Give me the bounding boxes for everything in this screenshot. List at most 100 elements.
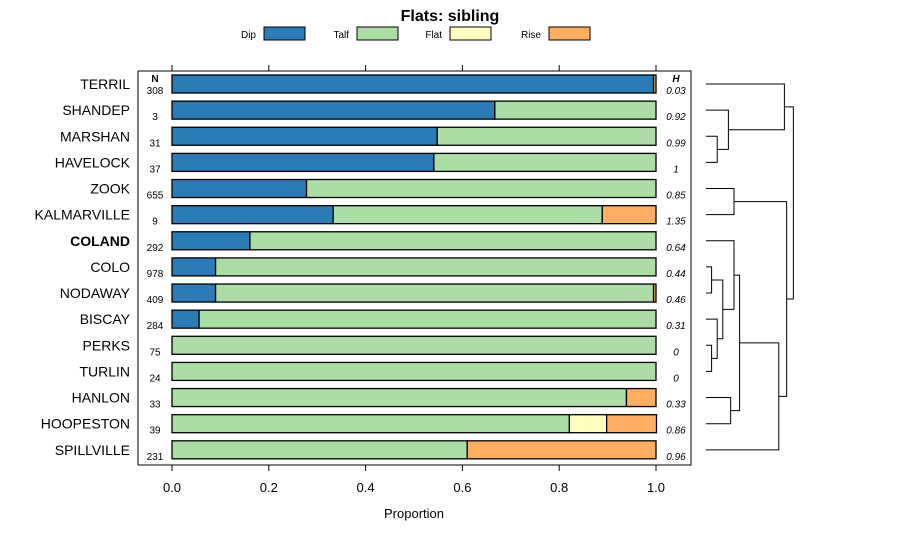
row-n-value: 308 xyxy=(147,86,164,97)
plot-frame xyxy=(137,70,692,466)
bar-segment-talf xyxy=(171,387,628,408)
row-label: COLO xyxy=(90,259,130,275)
dendrogram-link-11 xyxy=(706,342,780,451)
bar-segment-dip xyxy=(171,257,217,277)
x-tick-label-0: 0.0 xyxy=(163,480,181,495)
legend-label-talf: Talf xyxy=(333,30,349,41)
row-n-value: 37 xyxy=(149,164,161,175)
row-label: COLAND xyxy=(70,233,130,249)
row-label: MARSHAN xyxy=(60,128,130,144)
row-marshan: MARSHAN 31 0.99 xyxy=(60,126,686,149)
row-perks: PERKS 75 0 xyxy=(83,335,679,358)
legend-label-dip: Dip xyxy=(241,30,256,41)
bar-segment-dip xyxy=(171,178,308,199)
bar-segment-talf xyxy=(436,126,657,146)
row-havelock: HAVELOCK 37 1 xyxy=(55,152,679,175)
bar-segment-rise xyxy=(652,74,657,94)
dendrogram-link-13 xyxy=(784,106,794,300)
row-hoopeston: HOOPESTON 39 0.86 xyxy=(41,414,686,437)
dendrogram-link-3 xyxy=(706,188,735,216)
dendrogram-link-0 xyxy=(706,135,718,163)
row-zook: ZOOK 655 0.85 xyxy=(90,178,686,202)
row-h-value: 0.64 xyxy=(666,243,686,254)
row-label: SPILLVILLE xyxy=(55,442,130,458)
bar-segment-rise xyxy=(605,414,658,434)
row-h-value: 0 xyxy=(673,373,679,384)
row-kalmarville: KALMARVILLE 9 1.35 xyxy=(35,204,686,228)
x-axis: 0.0 0.2 0.4 0.6 0.8 1.0 xyxy=(163,465,665,495)
x-axis-label: Proportion xyxy=(384,506,444,521)
bar-segment-dip xyxy=(171,204,334,225)
h-column-header: H xyxy=(672,74,680,85)
x-tick-label-1: 0.2 xyxy=(260,480,278,495)
row-biscay: BISCAY 284 0.31 xyxy=(80,309,686,332)
bar-segment-dip xyxy=(171,152,435,173)
bar-segment-talf xyxy=(171,414,571,434)
top-axis-ticks xyxy=(171,65,657,71)
bar-segment-dip xyxy=(171,309,200,329)
row-h-value: 0.31 xyxy=(666,321,685,332)
bar-segment-rise xyxy=(625,387,657,408)
bar-segment-dip xyxy=(171,100,496,120)
row-h-value: 0.96 xyxy=(666,452,686,463)
legend-swatch-flat xyxy=(449,26,492,41)
bar-segment-talf xyxy=(433,152,657,173)
dendrogram-link-5 xyxy=(706,344,713,372)
row-h-value: 0.86 xyxy=(666,426,686,437)
x-tick-label-2: 0.4 xyxy=(357,480,375,495)
row-h-value: 0.99 xyxy=(666,138,686,149)
row-n-value: 978 xyxy=(147,269,164,280)
bar-segment-flat xyxy=(568,414,608,434)
bar-segment-talf xyxy=(171,361,657,382)
row-n-value: 409 xyxy=(147,295,164,306)
dendrogram-link-10 xyxy=(730,274,741,412)
dendrogram-link-4 xyxy=(706,266,713,294)
x-tick-label-3: 0.6 xyxy=(453,480,471,495)
row-label: PERKS xyxy=(83,337,130,353)
bar-segment-talf xyxy=(198,309,657,329)
row-label: HAVELOCK xyxy=(55,154,131,170)
legend-swatch-dip xyxy=(263,26,306,41)
row-h-value: 0.92 xyxy=(666,112,686,123)
bar-segment-talf xyxy=(171,335,657,355)
x-tick-label-4: 0.8 xyxy=(550,480,568,495)
legend-label-rise: Rise xyxy=(521,30,541,41)
row-h-value: 0.85 xyxy=(666,191,686,202)
bar-segment-rise xyxy=(601,204,657,225)
legend-swatch-talf xyxy=(356,26,399,41)
row-coland: COLAND 292 0.64 xyxy=(70,231,686,254)
row-label: SHANDEP xyxy=(62,102,130,118)
row-n-value: 75 xyxy=(149,347,161,358)
row-spillville: SPILLVILLE 231 0.96 xyxy=(55,440,686,463)
row-h-value: 1 xyxy=(673,164,679,175)
legend-label-flat: Flat xyxy=(425,30,442,41)
bar-segment-dip xyxy=(171,283,217,303)
dendrogram-link-2 xyxy=(706,83,785,131)
row-n-value: 39 xyxy=(149,426,161,437)
bar-segment-talf xyxy=(494,100,657,120)
bar-segment-rise xyxy=(466,440,657,460)
row-colo: COLO 978 0.44 xyxy=(90,257,686,280)
row-label: ZOOK xyxy=(90,181,130,197)
dendrogram xyxy=(706,83,794,451)
bar-segment-rise xyxy=(652,283,657,303)
legend: Dip Talf Flat Rise xyxy=(241,26,591,41)
row-n-value: 284 xyxy=(147,321,164,332)
row-label: NODAWAY xyxy=(60,285,131,301)
row-h-value: 1.35 xyxy=(666,217,686,228)
bar-segment-talf xyxy=(249,231,657,251)
bar-segment-talf xyxy=(171,440,468,460)
rows: TERRIL 308 0.03 SHANDEP 3 0.92 MARSHAN 31 0.99 HA… xyxy=(35,74,686,463)
bar-segment-dip xyxy=(171,126,438,146)
dendrogram-link-8 xyxy=(706,240,735,310)
bar-segment-talf xyxy=(214,257,657,277)
row-h-value: 0.03 xyxy=(666,86,686,97)
row-hanlon: HANLON 33 0.33 xyxy=(72,387,686,411)
row-n-value: 9 xyxy=(152,217,158,228)
row-label: KALMARVILLE xyxy=(35,207,130,223)
bar-segment-dip xyxy=(171,231,251,251)
row-h-value: 0 xyxy=(673,347,679,358)
row-n-value: 655 xyxy=(147,191,164,202)
bar-segment-dip xyxy=(171,74,655,94)
